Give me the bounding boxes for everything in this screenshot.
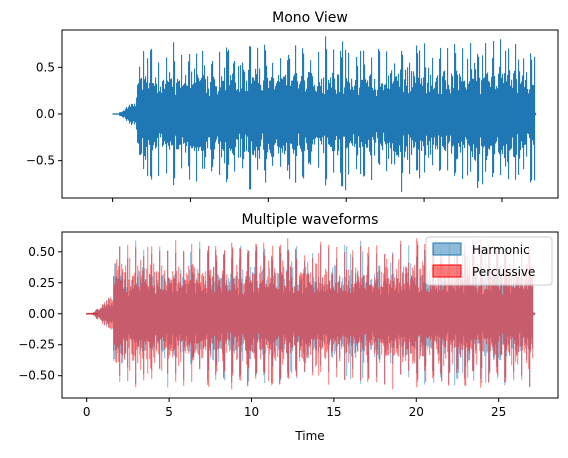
y-tick-label: 0.00 — [28, 307, 55, 321]
waveform-path — [86, 238, 536, 390]
x-axis: 0 5 10 15 20 25 — [83, 398, 506, 419]
y-tick-label: 0.25 — [28, 276, 55, 290]
y-axis: 0.5 0.0 −0.5 — [26, 60, 62, 168]
x-tick-label: 25 — [491, 405, 506, 419]
legend-swatch-harmonic — [432, 242, 462, 256]
waveform-series — [112, 36, 537, 192]
x-tick-label: 20 — [409, 405, 424, 419]
chart-title: Mono View — [272, 10, 348, 26]
x-tick-label: 0 — [83, 405, 91, 419]
chart-title: Multiple waveforms — [242, 212, 379, 228]
y-tick-label: 0.5 — [36, 60, 55, 74]
chart-mono-view: Mono View 0.5 0.0 −0.5 — [26, 10, 559, 202]
x-tick-label: 15 — [326, 405, 341, 419]
y-tick-label: −0.50 — [18, 369, 55, 383]
x-tick-label: 5 — [165, 405, 173, 419]
plot-frame — [61, 231, 559, 399]
legend-label-percussive: Percussive — [472, 265, 535, 279]
legend-swatch-percussive — [432, 264, 462, 278]
waveform-series-percussive — [86, 238, 536, 390]
chart-multiple-waveforms: Multiple waveforms 0 5 10 15 20 25 0.500.250.… — [18, 212, 559, 443]
x-tick-label: 10 — [244, 405, 259, 419]
x-axis-label: Time — [294, 429, 324, 443]
y-tick-label: 0.0 — [36, 107, 55, 121]
waveform-path — [112, 36, 537, 192]
y-tick-label: 0.50 — [28, 245, 55, 259]
y-tick-label: −0.25 — [18, 338, 55, 352]
legend: Harmonic Percussive — [425, 236, 553, 286]
legend-label-harmonic: Harmonic — [472, 243, 530, 257]
x-axis — [112, 198, 503, 202]
y-axis: 0.50 0.25 0.00 −0.25 −0.50 — [18, 245, 62, 383]
y-tick-label: −0.5 — [26, 154, 55, 168]
